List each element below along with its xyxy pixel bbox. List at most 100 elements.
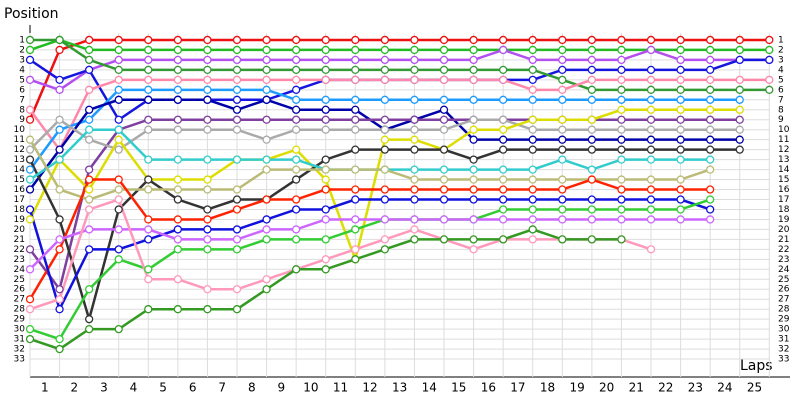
lap-marker xyxy=(499,215,508,224)
lap-marker xyxy=(262,85,271,94)
y-tick-label-right: 23 xyxy=(778,255,789,265)
lap-marker xyxy=(617,155,626,164)
lap-marker xyxy=(380,95,390,104)
lap-marker xyxy=(528,145,537,154)
lap-marker xyxy=(439,215,449,224)
lap-marker xyxy=(528,115,537,124)
lap-marker xyxy=(587,75,597,84)
y-tick-label-right: 14 xyxy=(778,165,790,175)
y-tick-label-right: 16 xyxy=(778,185,790,195)
lap-marker xyxy=(587,145,597,154)
lap-marker xyxy=(646,85,656,94)
lap-marker xyxy=(262,165,271,174)
lap-marker xyxy=(25,75,35,84)
lap-marker xyxy=(144,275,153,284)
lap-marker xyxy=(232,75,242,84)
y-tick-label: 5 xyxy=(19,75,25,85)
lap-marker xyxy=(499,45,508,55)
x-tick-label: 3 xyxy=(100,381,108,395)
lap-marker xyxy=(262,155,271,164)
y-tick-label: 16 xyxy=(14,185,26,195)
series-line xyxy=(28,78,770,153)
y-tick-label: 23 xyxy=(14,255,25,265)
y-tick-label-right: 1 xyxy=(778,35,784,45)
lap-marker xyxy=(321,155,330,164)
lap-marker xyxy=(676,115,685,124)
lap-marker xyxy=(232,115,242,124)
lap-marker xyxy=(351,45,360,55)
lap-marker xyxy=(558,235,567,244)
lap-marker xyxy=(469,195,478,204)
lap-marker xyxy=(617,85,626,94)
lap-marker xyxy=(232,45,242,55)
lap-marker xyxy=(735,125,744,134)
lap-marker xyxy=(55,285,64,294)
lap-marker xyxy=(173,235,183,244)
lap-marker xyxy=(469,235,478,244)
lap-marker xyxy=(380,235,390,244)
lap-marker xyxy=(173,55,183,65)
lap-marker xyxy=(262,55,271,65)
lap-marker xyxy=(25,305,35,314)
lap-marker xyxy=(232,35,242,45)
lap-marker xyxy=(203,45,212,55)
lap-marker xyxy=(735,145,744,154)
lap-marker xyxy=(528,85,537,94)
y-tick-label: 19 xyxy=(14,215,26,225)
lap-marker xyxy=(410,95,419,104)
lap-marker xyxy=(558,115,567,124)
lap-marker xyxy=(114,125,123,134)
lap-marker xyxy=(232,245,242,254)
lap-marker xyxy=(528,225,537,234)
lap-marker xyxy=(25,205,35,214)
lap-marker xyxy=(55,115,64,124)
y-tick-label-right: 22 xyxy=(778,245,789,255)
lap-marker xyxy=(587,175,597,184)
lap-marker xyxy=(114,85,123,94)
lap-marker xyxy=(646,45,656,55)
lap-marker xyxy=(291,95,301,104)
lap-marker xyxy=(676,45,685,55)
x-tick-label: 22 xyxy=(658,381,673,395)
lap-marker xyxy=(558,45,567,55)
lap-marker xyxy=(144,75,153,84)
lap-marker xyxy=(203,55,212,65)
lap-marker xyxy=(232,105,242,114)
lap-marker xyxy=(55,145,64,154)
lap-marker xyxy=(380,35,390,45)
lap-marker xyxy=(114,95,123,104)
lap-marker xyxy=(114,195,123,204)
lap-marker xyxy=(676,155,685,164)
lap-marker xyxy=(499,75,508,84)
lap-marker xyxy=(380,115,390,124)
lap-marker xyxy=(55,235,64,244)
lap-marker xyxy=(84,115,94,124)
x-tick-label: 2 xyxy=(71,381,79,395)
lap-marker xyxy=(203,205,212,214)
lap-marker xyxy=(351,105,360,114)
lap-marker xyxy=(646,145,656,154)
lap-marker xyxy=(528,35,537,45)
lap-marker xyxy=(410,145,419,154)
y-tick-label: 21 xyxy=(14,235,25,245)
lap-marker xyxy=(617,95,626,104)
x-tick-label: 8 xyxy=(248,381,256,395)
lap-marker xyxy=(114,175,123,184)
lap-marker xyxy=(55,334,64,344)
x-tick-label: 7 xyxy=(218,381,226,395)
lap-marker xyxy=(380,245,390,254)
lap-marker xyxy=(765,55,774,65)
lap-marker xyxy=(291,125,301,134)
y-tick-label-right: 12 xyxy=(778,145,789,155)
lap-marker xyxy=(439,145,449,154)
lap-marker xyxy=(144,35,153,45)
lap-marker xyxy=(646,185,656,194)
y-tick-label-right: 7 xyxy=(778,95,784,105)
series-line xyxy=(29,128,711,181)
lap-marker xyxy=(558,55,567,65)
lap-marker xyxy=(114,55,123,65)
lap-marker xyxy=(55,295,64,304)
x-tick-label: 21 xyxy=(629,381,644,395)
lap-marker xyxy=(203,285,212,294)
lap-marker xyxy=(499,185,508,194)
